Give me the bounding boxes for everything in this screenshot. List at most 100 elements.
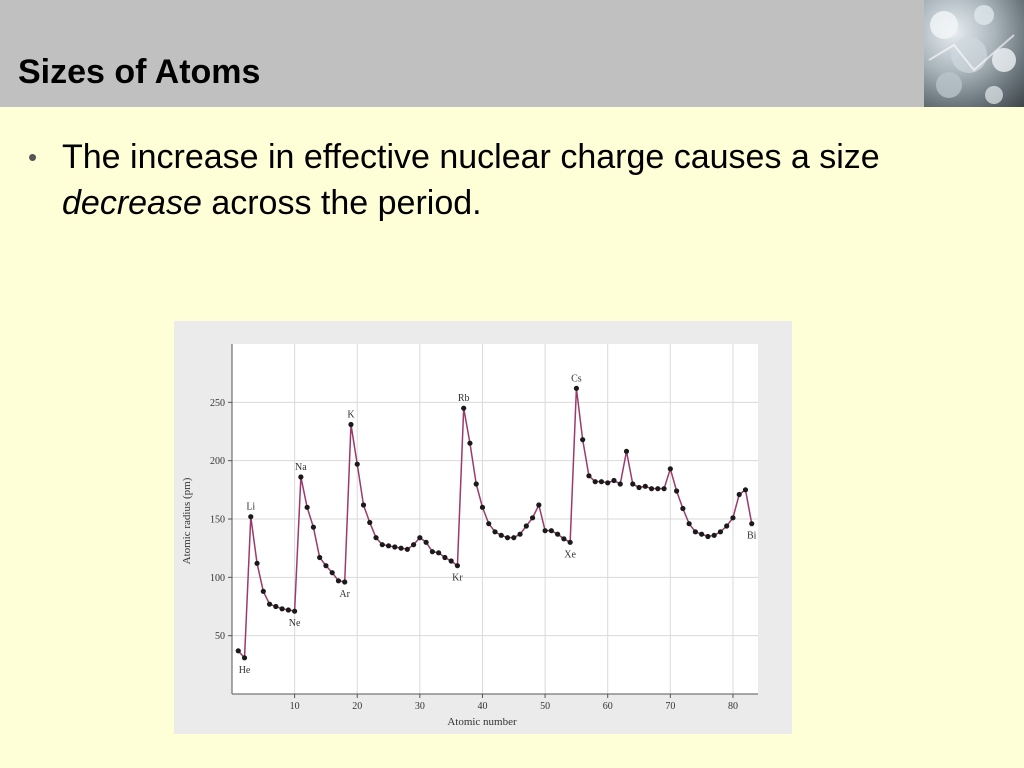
data-point [279,606,285,612]
data-point [561,536,567,542]
data-point [254,560,260,566]
y-tick-label: 250 [210,398,225,409]
data-point [373,535,379,541]
data-point [536,502,542,508]
bullet-text-emphasis: decrease [62,184,202,222]
atomic-radius-chart: 10 20 30 40 50 60 70 80 50 100 150 200 250 He Li Ne Na A… [174,321,792,734]
data-point [467,440,473,446]
data-point [360,502,367,508]
data-point [630,481,636,487]
annotation-ar: Ar [339,589,350,600]
gridlines [232,344,758,694]
data-point [711,532,717,538]
data-point [592,479,598,485]
bullet-item: • The increase in effective nuclear charg… [24,134,984,226]
data-point [504,535,511,541]
data-point [730,515,736,521]
data-point [266,601,273,607]
data-point [323,563,329,569]
data-point [317,554,323,561]
data-point [479,504,486,510]
y-tick-label: 100 [210,573,225,584]
data-point [611,477,617,484]
data-point [642,483,648,489]
data-point [661,486,667,492]
data-point [342,579,348,585]
title-bar: Sizes of Atoms [0,0,924,107]
annotation-na: Na [295,462,307,473]
data-point [404,546,410,552]
bullet-text-part2: across the period. [201,184,482,222]
data-point [354,461,360,467]
data-point [285,607,291,613]
data-point [329,570,335,576]
data-point [335,578,342,584]
x-axis-label: Atomic number [447,716,517,728]
element-annotations: He Li Ne Na Ar K Kr Rb Xe Cs Bi [239,373,757,676]
data-point [736,491,742,498]
data-point [454,563,461,569]
data-point [511,535,517,541]
data-point [298,474,304,480]
data-point [724,523,730,529]
data-point [398,545,404,551]
data-point [623,448,630,454]
data-point [292,608,298,614]
data-point [680,505,686,512]
x-tick-label: 50 [540,701,550,712]
slide-title: Sizes of Atoms [18,53,261,91]
annotation-k: K [347,410,355,421]
y-tick-label: 150 [210,515,225,526]
data-point [348,421,354,428]
data-point [580,437,586,443]
data-point [260,588,266,594]
data-point [742,487,749,493]
data-point [667,466,673,472]
data-point [498,532,504,538]
bullet-icon: • [28,142,38,172]
data-point [717,529,724,535]
data-points [235,385,755,661]
data-point [448,558,454,564]
data-point [598,479,605,485]
data-point [605,480,611,486]
data-point [461,405,467,411]
data-point [529,515,536,521]
data-point [523,523,529,529]
annotation-li: Li [246,502,255,513]
x-tick-label: 60 [603,701,613,712]
data-point [617,481,623,487]
data-point [749,521,755,527]
x-tick-label: 80 [728,701,738,712]
data-point [410,542,417,548]
y-tick-label: 200 [210,456,225,467]
data-point [473,481,479,487]
data-point [586,473,592,479]
data-point [486,521,492,527]
data-point [367,519,373,526]
data-point [429,549,435,555]
annotation-bi: Bi [747,531,757,542]
data-point [304,504,310,510]
bullet-text-part1: The increase in effective nuclear charge… [62,138,880,176]
data-point [636,484,642,491]
data-point [379,542,385,548]
data-point [548,528,554,534]
axes [228,344,758,698]
annotation-he: He [239,665,251,676]
data-point [248,514,254,520]
annotation-ne: Ne [289,618,301,629]
data-point [385,543,392,549]
data-point [648,486,655,492]
tick-labels: 10 20 30 40 50 60 70 80 50 100 150 200 250 [210,398,738,712]
bullet-list: • The increase in effective nuclear charg… [24,134,984,226]
data-point [692,529,698,535]
annotation-rb: Rb [458,393,470,404]
data-point [241,655,248,661]
data-point [310,524,317,530]
ice-crystal-photo [924,0,1024,107]
data-point [699,531,705,537]
annotation-cs: Cs [571,373,582,384]
data-point [417,535,423,541]
data-point [573,385,580,391]
